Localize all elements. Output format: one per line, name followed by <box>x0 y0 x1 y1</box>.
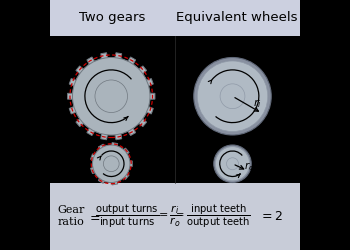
Circle shape <box>92 145 130 182</box>
Text: $\dfrac{\mathsf{output\ turns}}{\mathsf{input\ turns}}$: $\dfrac{\mathsf{output\ turns}}{\mathsf{… <box>96 203 160 230</box>
Text: Two gears: Two gears <box>79 12 146 24</box>
Circle shape <box>95 80 127 112</box>
Circle shape <box>226 158 238 170</box>
Circle shape <box>103 156 119 172</box>
Circle shape <box>220 84 245 109</box>
Circle shape <box>214 145 251 182</box>
Text: Gear
ratio: Gear ratio <box>57 205 85 228</box>
Text: $= \dfrac{\mathsf{input\ teeth}}{\mathsf{output\ teeth}}$: $= \dfrac{\mathsf{input\ teeth}}{\mathsf… <box>174 203 251 230</box>
Text: Equivalent wheels: Equivalent wheels <box>175 12 297 24</box>
Text: $=$: $=$ <box>87 210 100 223</box>
Text: $= 2$: $= 2$ <box>259 210 283 223</box>
Text: $= \dfrac{r_i}{r_o}$: $= \dfrac{r_i}{r_o}$ <box>156 204 181 229</box>
Circle shape <box>194 58 271 135</box>
Bar <box>50 0 300 36</box>
Circle shape <box>72 58 150 135</box>
Text: $r_i$: $r_i$ <box>253 98 262 110</box>
Text: $r_o$: $r_o$ <box>244 160 255 173</box>
Bar <box>50 182 300 250</box>
Polygon shape <box>91 142 132 185</box>
Polygon shape <box>68 53 155 140</box>
Circle shape <box>197 61 268 132</box>
Circle shape <box>216 147 250 181</box>
